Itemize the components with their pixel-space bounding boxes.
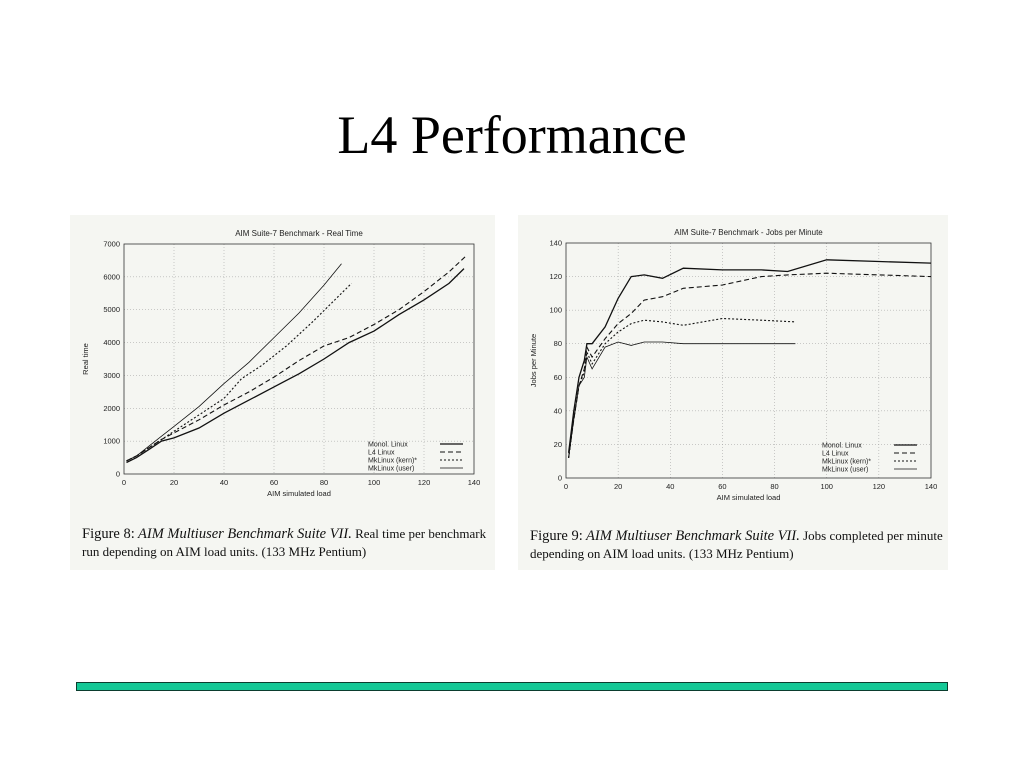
y-tick-label: 20 — [554, 440, 562, 449]
x-tick-label: 40 — [220, 478, 228, 487]
caption-lead: Figure 9: — [530, 528, 583, 544]
y-tick-label: 0 — [558, 474, 562, 483]
x-axis-label: AIM simulated load — [717, 493, 781, 502]
series-line-mklinux-kern — [568, 317, 796, 458]
series-line-l4-linux — [126, 255, 467, 462]
legend-label: MkLinux (kern)* — [368, 458, 417, 465]
figure-9-caption: Figure 9: AIM Multiuser Benchmark Suite … — [530, 527, 945, 562]
y-tick-label: 3000 — [103, 371, 120, 380]
chart-title: AIM Suite-7 Benchmark - Real Time — [235, 229, 363, 238]
series-line-l4-linux — [568, 272, 932, 458]
figure-8-caption: Figure 8: AIM Multiuser Benchmark Suite … — [82, 525, 492, 560]
legend-label: MkLinux (kern)* — [822, 459, 871, 466]
series-line-monol-linux — [126, 268, 465, 464]
legend-label: Monol. Linux — [368, 442, 408, 449]
series-line-monol-linux — [567, 259, 932, 453]
slide-title: L4 Performance — [337, 105, 687, 165]
footer-bar — [76, 682, 948, 691]
plot-frame — [565, 242, 932, 479]
x-tick-label: 0 — [122, 478, 126, 487]
y-axis-label: Real time — [81, 343, 90, 375]
series-line-mklinux-user — [126, 263, 342, 462]
chart-real-time: AIM Suite-7 Benchmark - Real Time 0 20 40 60… — [81, 229, 481, 498]
x-tick-label: 20 — [614, 482, 622, 491]
x-tick-label: 0 — [564, 482, 568, 491]
caption-text: Jobs completed per minute depending on A… — [530, 528, 943, 561]
y-tick-label: 1000 — [103, 437, 120, 446]
y-tick-label: 80 — [554, 339, 562, 348]
y-tick-label: 4000 — [103, 338, 120, 347]
figure-real-time: AIM Suite-7 Benchmark - Real Time 0 20 40 60… — [70, 215, 495, 570]
y-tick-label: 7000 — [103, 240, 120, 249]
x-tick-label: 140 — [468, 478, 481, 487]
legend-label: L4 Linux — [822, 451, 849, 458]
y-tick-label: 100 — [549, 306, 562, 315]
y-axis-label: Jobs per Minute — [529, 334, 538, 387]
x-tick-label: 20 — [170, 478, 178, 487]
legend-label: Monol. Linux — [822, 443, 862, 450]
x-tick-label: 80 — [770, 482, 778, 491]
chart-jobs-per-minute: AIM Suite-7 Benchmark - Jobs per Minute 0… — [529, 228, 938, 502]
y-tick-label: 120 — [549, 272, 562, 281]
y-tick-label: 40 — [554, 406, 562, 415]
x-tick-label: 120 — [418, 478, 431, 487]
caption-lead: Figure 8: — [82, 526, 135, 542]
x-tick-label: 140 — [925, 482, 938, 491]
x-tick-label: 40 — [666, 482, 674, 491]
x-axis-label: AIM simulated load — [267, 489, 331, 498]
series-line-mklinux-kern — [126, 283, 352, 462]
legend-label: L4 Linux — [368, 450, 395, 457]
y-tick-label: 60 — [554, 373, 562, 382]
caption-emphasis: AIM Multiuser Benchmark Suite VII. — [138, 526, 352, 542]
chart-title: AIM Suite-7 Benchmark - Jobs per Minute — [674, 228, 823, 237]
x-tick-label: 100 — [820, 482, 833, 491]
legend-label: MkLinux (user) — [822, 467, 868, 474]
x-tick-label: 120 — [873, 482, 886, 491]
y-tick-label: 2000 — [103, 404, 120, 413]
caption-emphasis: AIM Multiuser Benchmark Suite VII. — [586, 528, 800, 544]
figure-jobs-per-minute: AIM Suite-7 Benchmark - Jobs per Minute 0… — [518, 215, 948, 570]
x-tick-label: 60 — [718, 482, 726, 491]
legend-label: MkLinux (user) — [368, 466, 414, 473]
y-tick-label: 6000 — [103, 272, 120, 281]
y-tick-label: 0 — [116, 470, 120, 479]
series-line-mklinux-user — [568, 341, 796, 458]
y-tick-label: 5000 — [103, 305, 120, 314]
caption-text: Real time per benchmark run depending on… — [82, 526, 487, 559]
plot-frame — [123, 243, 475, 475]
y-tick-label: 140 — [549, 239, 562, 248]
x-tick-label: 100 — [368, 478, 381, 487]
x-tick-label: 60 — [270, 478, 278, 487]
x-tick-label: 80 — [320, 478, 328, 487]
